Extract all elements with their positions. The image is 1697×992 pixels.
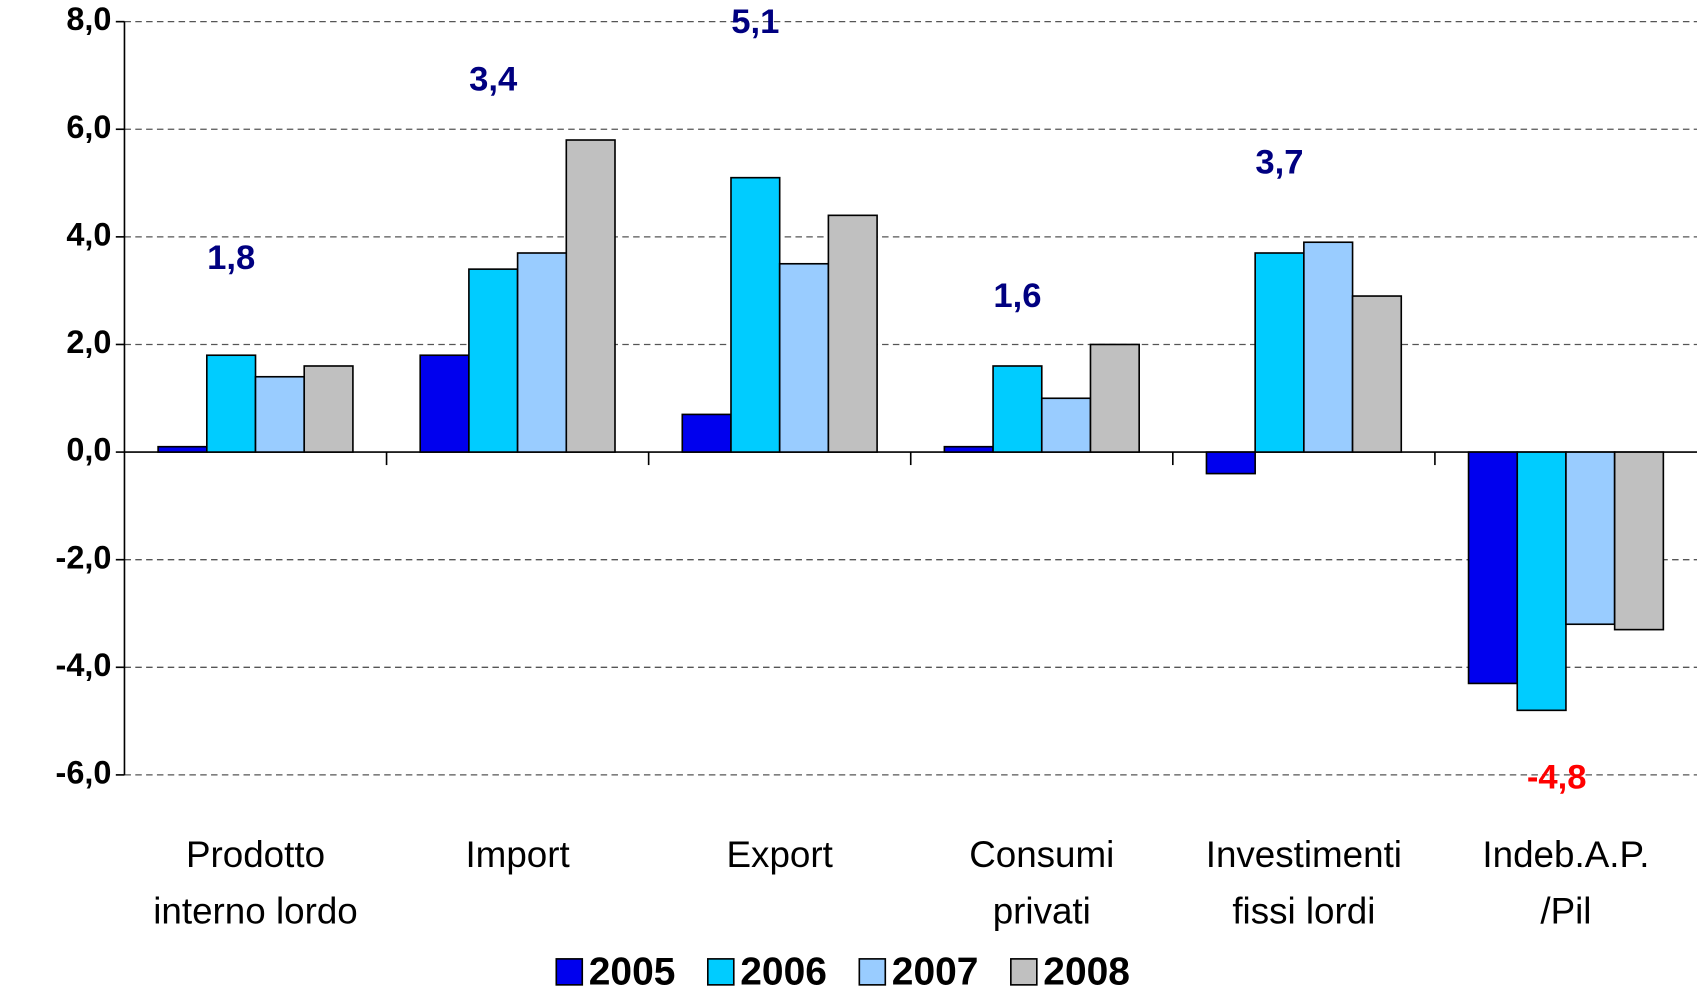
bar [730,176,781,453]
value-label: 3,4 [469,60,518,98]
bar [1467,451,1519,685]
bar [681,413,732,453]
x-tick-label-line: /Pil [1540,890,1591,931]
x-tick-label-line: privati [993,890,1091,931]
legend-swatch [858,958,887,986]
bar [827,214,878,453]
x-tick-label-line: Investimenti [1206,834,1402,875]
x-tick-label-line: Import [465,834,569,875]
legend-label: 2008 [1043,950,1130,992]
y-tick-label: 6,0 [66,109,111,145]
bar [1205,451,1256,475]
y-tick-label: 8,0 [66,1,111,37]
legend-swatch [555,958,584,986]
bar [303,365,354,453]
x-tick-label-line: Export [727,834,833,875]
legend-swatch [706,958,735,986]
x-tick-label: Export [727,834,833,875]
y-tick-label: -2,0 [56,539,112,575]
bar [1565,451,1616,626]
y-tick-label: 2,0 [66,324,111,360]
x-tick-label: Investimenti fissi lordi [1206,834,1402,931]
x-tick-label-line: Consumi [969,834,1114,875]
x-tick-label: Consumi privati [969,834,1114,931]
bar [1089,343,1140,453]
y-tick-label: 4,0 [66,216,111,252]
x-tick-label-line: Indeb.A.P. [1482,834,1649,875]
bar [992,365,1043,453]
y-tick-label: -6,0 [56,754,112,790]
bar [1303,241,1354,453]
bar [468,268,519,453]
legend-label: 2006 [740,950,827,992]
value-label: 1,6 [993,277,1041,315]
bar [419,354,470,453]
bar [1516,451,1567,712]
legend-label: 2005 [589,950,676,992]
value-label: 3,7 [1255,144,1303,182]
y-tick-label: -4,0 [56,647,112,683]
value-label: -4,8 [1527,758,1587,796]
bar [254,375,306,453]
x-tick-label-line: fissi lordi [1232,890,1375,931]
y-tick-label: 0,0 [66,432,111,468]
bar [1040,397,1092,453]
x-tick-label: Import [465,834,569,875]
bar [1613,451,1665,631]
x-tick-label: Indeb.A.P. /Pil [1482,834,1649,931]
value-label: 5,1 [731,3,779,41]
x-tick-label-line: Prodotto [186,834,325,875]
bar [565,139,616,453]
legend-swatch [1010,958,1038,986]
bar [943,445,994,453]
legend-label: 2007 [892,950,979,992]
bar [516,252,568,453]
x-tick-label-line: interno lordo [153,890,357,931]
bar [157,445,208,453]
bar [1351,295,1403,453]
bar [778,262,830,453]
bar [1254,252,1305,453]
value-label: 1,8 [207,239,255,277]
x-tick-label: Prodotto interno lordo [153,834,357,931]
bar [205,354,257,453]
